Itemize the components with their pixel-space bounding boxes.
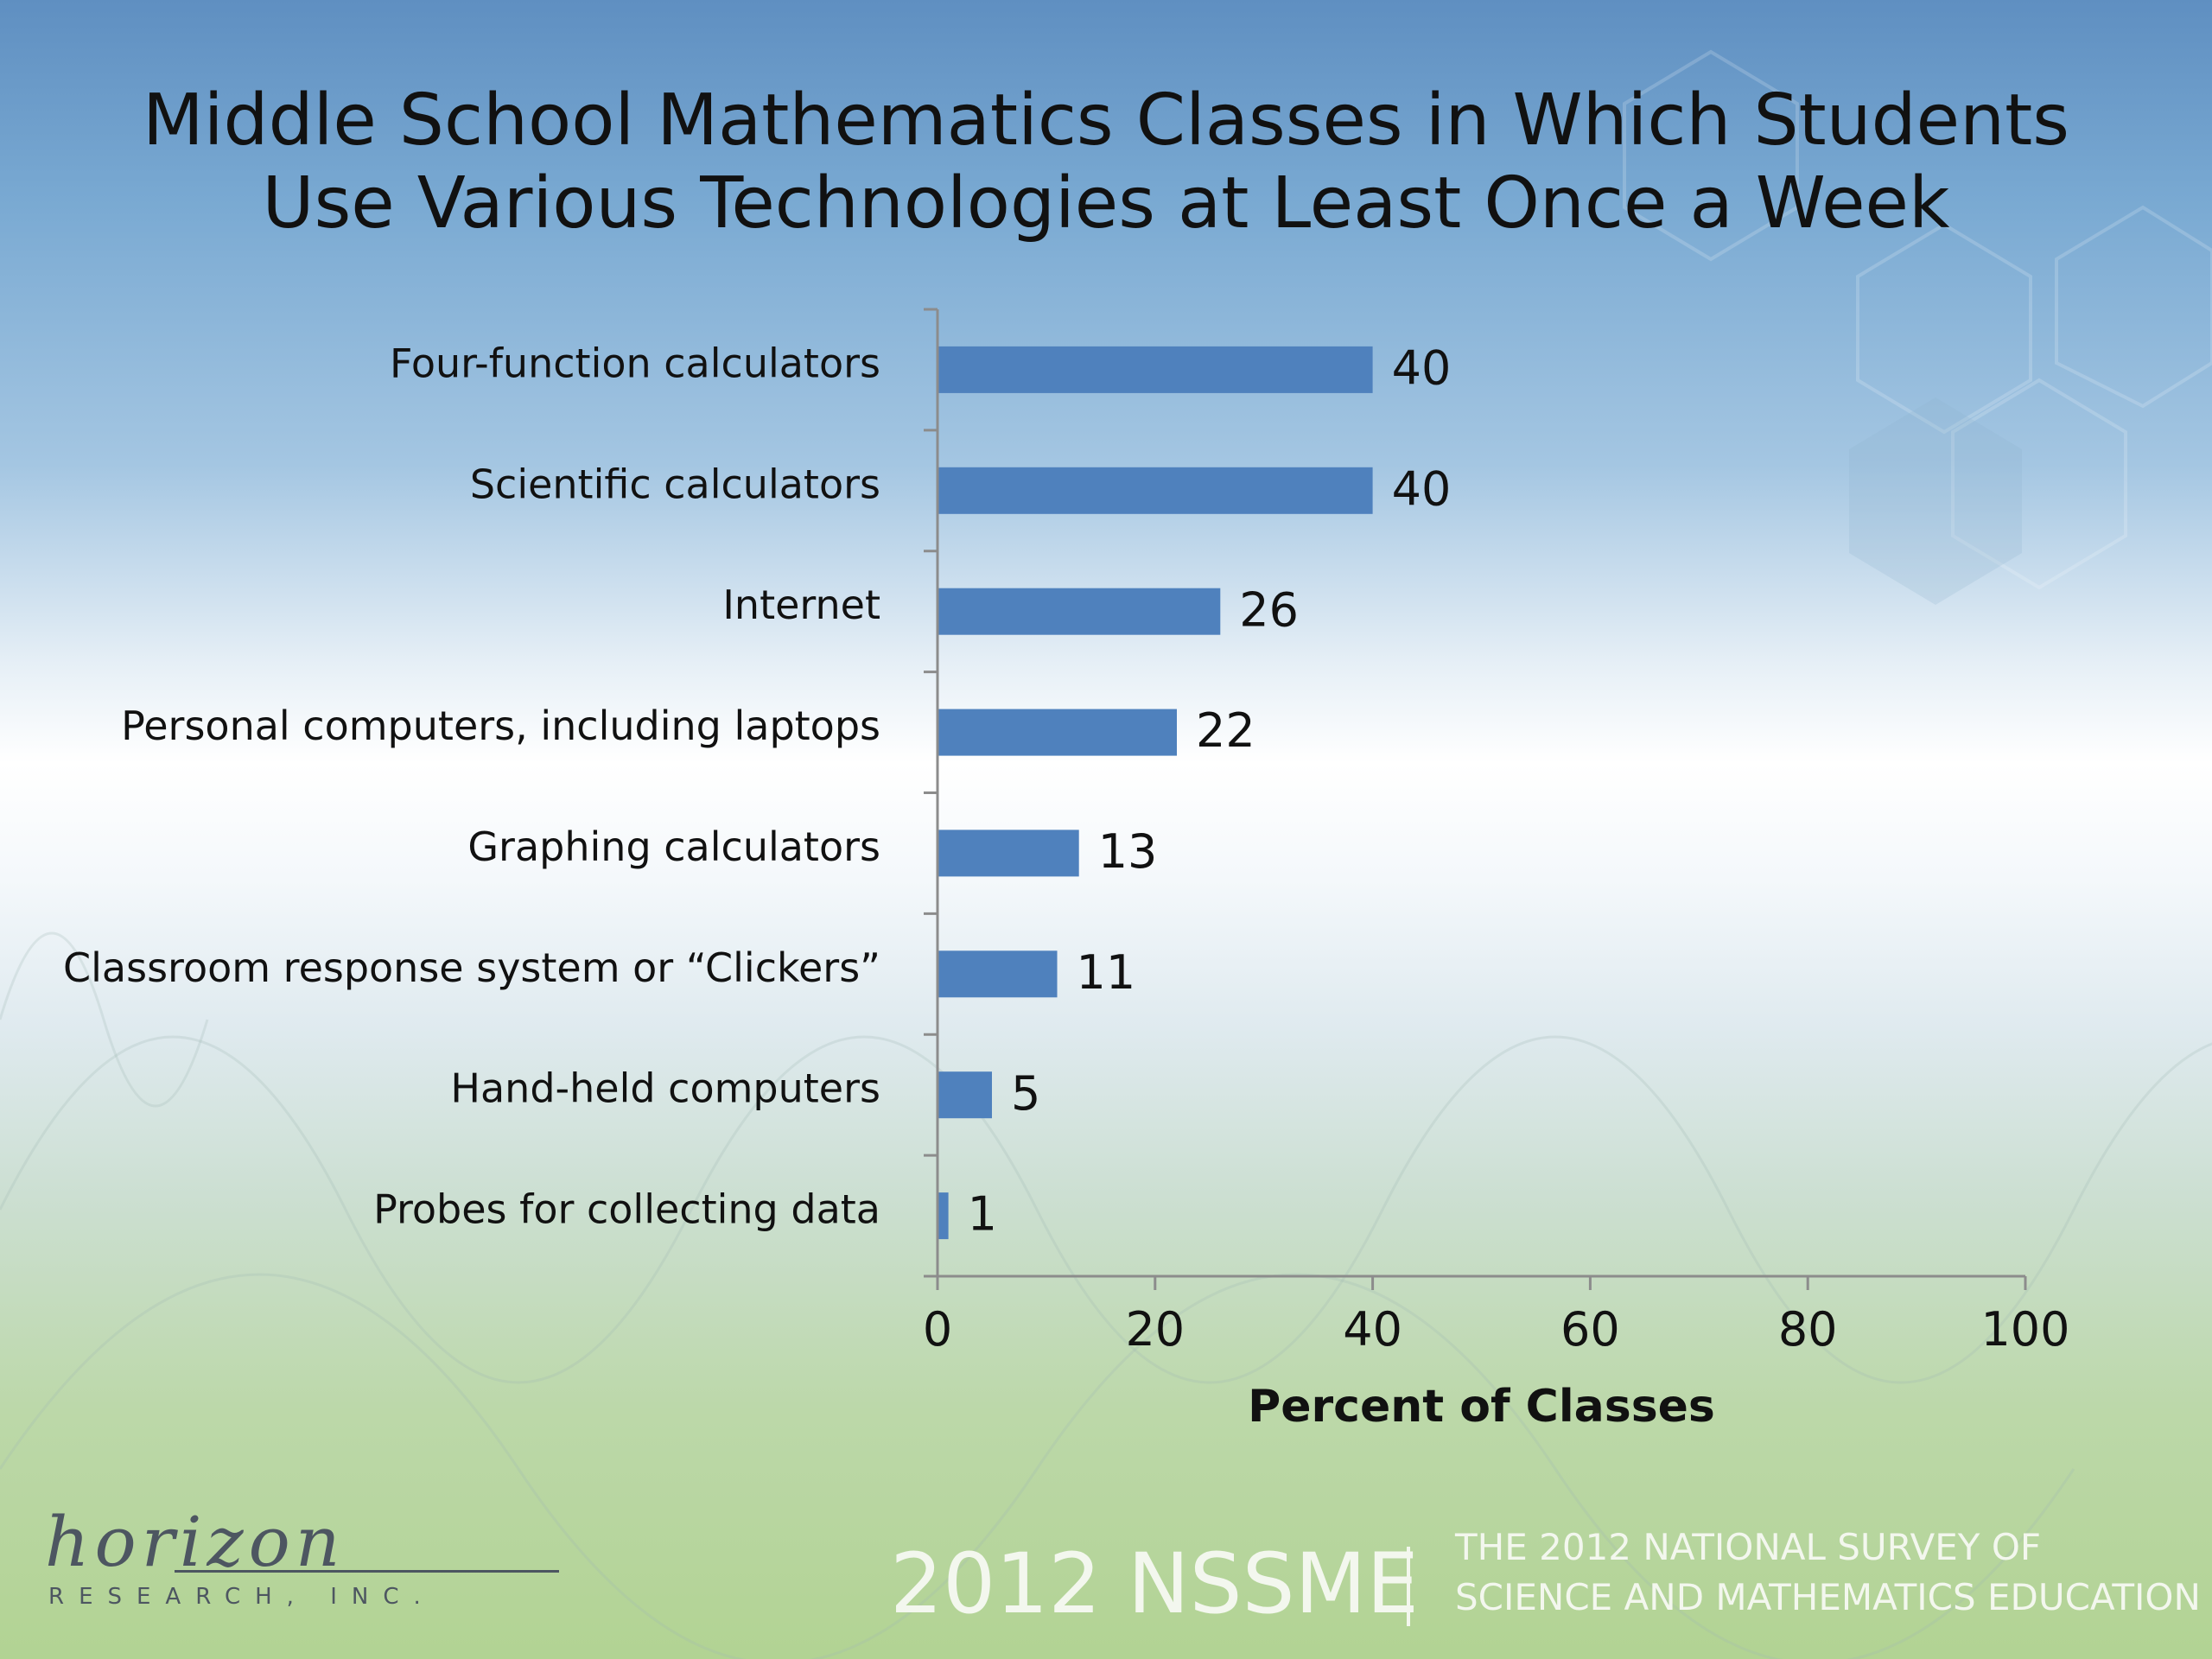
bar-2 [938,467,1373,514]
logo-underline [175,1570,559,1573]
footer-tagline-line-1: THE 2012 NATIONAL SURVEY OF [1455,1526,2042,1568]
footer-tagline-line-2: SCIENCE AND MATHEMATICS EDUCATION [1455,1576,2201,1618]
axis-layer: 0 20 40 60 80 100 Percent of Classes [923,308,2070,1433]
data-label-5: 13 [1098,824,1158,879]
data-label-1: 40 [1392,341,1452,396]
data-label-2: 40 [1392,461,1452,516]
data-label-8: 1 [968,1187,997,1242]
value-tick-label-100: 100 [1980,1302,2069,1357]
value-tick-label-20: 20 [1125,1302,1185,1357]
bar-5 [938,830,1079,877]
category-label-7: Hand-held computers [450,1065,880,1112]
value-tick-label-40: 40 [1343,1302,1402,1357]
x-axis-title: Percent of Classes [1248,1381,1715,1433]
bar-3 [938,588,1221,635]
horizon-research-logo: horizon RESEARCH, INC. [45,1502,559,1611]
data-label-7: 5 [1011,1066,1040,1121]
footer-tagline: THE 2012 NATIONAL SURVEY OF SCIENCE AND … [1455,1522,2201,1623]
value-tick-label-80: 80 [1778,1302,1838,1357]
data-label-4: 22 [1196,703,1255,758]
bar-6 [938,950,1058,998]
bar-8 [938,1192,949,1240]
slide-title-line-1: Middle School Mathematics Classes in Whi… [143,79,2069,162]
value-tick-label-0: 0 [923,1302,952,1357]
category-label-5: Graphing calculators [467,823,880,870]
bar-4 [938,709,1177,756]
logo-script-text: horizon [45,1502,346,1582]
slide-title: Middle School Mathematics Classes in Whi… [0,79,2212,245]
bar-7 [938,1071,992,1119]
footer-separator [1407,1547,1410,1626]
bar-1 [938,346,1373,393]
logo-subtitle: RESEARCH, INC. [48,1584,435,1610]
category-label-1: Four-function calculators [390,340,880,386]
slide-title-line-2: Use Various Technologies at Least Once a… [262,162,1950,245]
value-tick-label-60: 60 [1560,1302,1620,1357]
category-label-3: Internet [722,582,880,628]
category-label-2: Scientific calculators [470,461,880,507]
category-label-6: Classroom response system or “Clickers” [63,944,880,991]
category-label-4: Personal computers, including laptops [121,702,880,749]
bars-layer: Four-function calculators 40 Scientific ca… [63,340,1451,1241]
footer-brand: 2012 NSSME [890,1535,1419,1632]
category-label-8: Probes for collecting data [373,1186,880,1233]
data-label-3: 26 [1239,582,1299,637]
data-label-6: 11 [1077,945,1136,1000]
